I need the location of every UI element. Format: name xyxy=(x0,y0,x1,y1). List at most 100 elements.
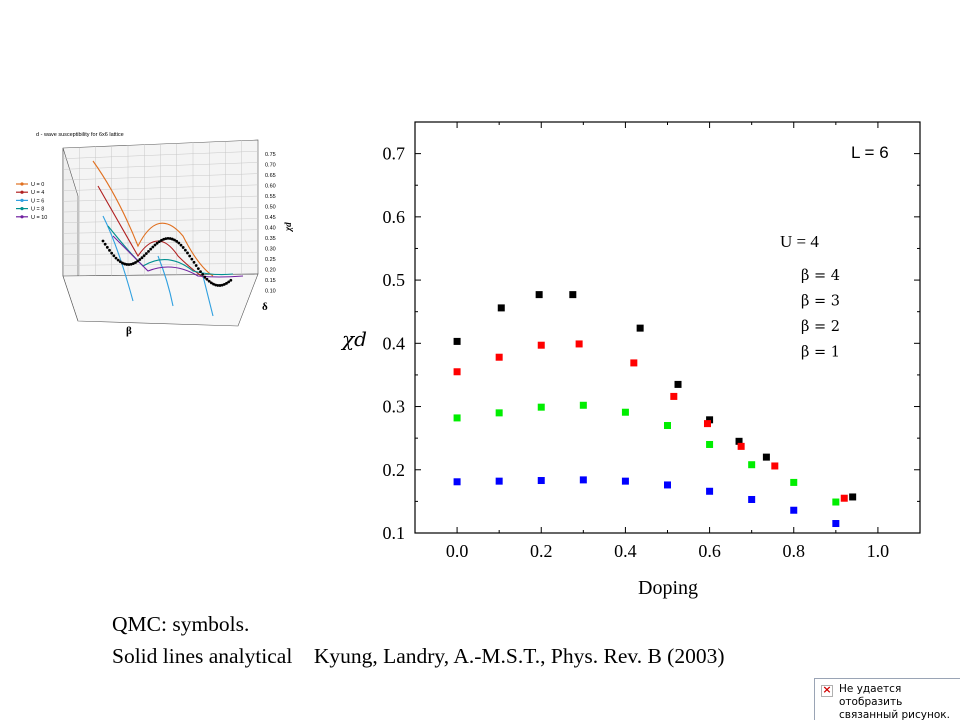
inset-legend-entry: U = 0 xyxy=(31,182,44,188)
inset-data-dot xyxy=(212,282,215,286)
data-point-series-2 xyxy=(621,408,629,416)
data-point-series-1 xyxy=(453,368,461,376)
inset-data-dot xyxy=(110,251,114,255)
x-tick-label: 0.4 xyxy=(614,541,637,561)
inset-legend: U = 0 U = 4 U = 6 U = 8 U = 10 xyxy=(16,182,47,221)
inset-data-dot xyxy=(151,245,155,249)
data-point-series-3 xyxy=(453,478,461,486)
inset-data-dot xyxy=(205,277,209,281)
inset-data-dot xyxy=(181,246,185,249)
inset-data-dot xyxy=(220,283,224,287)
inset-data-dot xyxy=(125,263,129,266)
inset-data-dot xyxy=(144,252,148,255)
data-points xyxy=(453,291,857,528)
inset-data-dot xyxy=(114,256,118,260)
inset-data-dot xyxy=(179,243,183,247)
data-point-series-2 xyxy=(453,414,461,422)
inset-data-dot xyxy=(116,258,120,262)
inset-data-dot xyxy=(101,239,105,243)
legend-entry: β = 1 xyxy=(801,345,840,361)
inset-data-dot xyxy=(121,261,124,265)
inset-x-label: β xyxy=(126,325,132,337)
x-tick-label: 0.6 xyxy=(698,541,721,561)
inset-data-dot xyxy=(190,257,194,261)
data-point-series-1 xyxy=(575,340,583,348)
inset-data-dot xyxy=(136,259,140,263)
inset-z-tick-label: 0.70 xyxy=(265,163,276,169)
inset-data-dot xyxy=(170,237,174,241)
inset-grid-line xyxy=(62,207,259,213)
data-point-series-1 xyxy=(771,462,779,470)
inset-data-dot xyxy=(173,238,176,242)
legend: β = 4 β = 3 β = 2 β = 1 xyxy=(801,268,840,361)
inset-z-tick-label: 0.20 xyxy=(265,268,276,274)
legend-entry: β = 2 xyxy=(801,319,840,335)
inset-data-dot xyxy=(142,254,146,258)
data-point-series-3 xyxy=(579,476,587,484)
data-point-series-2 xyxy=(495,409,503,417)
y-axis-label: χd xyxy=(340,327,367,351)
inset-data-dot xyxy=(214,283,218,287)
inset-z-tick-label: 0.55 xyxy=(265,194,276,200)
data-point-series-3 xyxy=(495,477,503,485)
data-point-series-0 xyxy=(674,380,682,388)
data-point-series-2 xyxy=(748,461,756,469)
data-point-series-0 xyxy=(497,304,505,312)
data-point-series-1 xyxy=(495,353,503,361)
y-tick-label: 0.2 xyxy=(383,460,406,480)
data-point-series-1 xyxy=(840,494,848,502)
chart-annotation: U = 4 xyxy=(780,232,819,251)
data-point-series-1 xyxy=(703,420,711,428)
inset-data-dot xyxy=(162,237,166,241)
inset-z-tick-label: 0.40 xyxy=(265,226,276,232)
caption-line-1: QMC: symbols. xyxy=(112,612,250,636)
x-axis-label: Doping xyxy=(638,577,698,599)
inset-data-dot xyxy=(118,260,122,264)
y-ticks: 0.1 0.2 0.3 0.4 0.5 0.6 0.7 xyxy=(383,144,920,543)
data-point-series-1 xyxy=(630,359,638,367)
inset-grid-line xyxy=(62,184,259,191)
legend-entry: β = 4 xyxy=(801,268,840,284)
inset-legend-marker xyxy=(20,198,24,202)
x-tick-label: 1.0 xyxy=(867,541,890,561)
data-point-series-3 xyxy=(537,477,545,485)
data-point-series-2 xyxy=(790,478,798,486)
inset-data-dot xyxy=(105,245,109,249)
caption-line-2: Solid lines analytical Kyung, Landry, A.… xyxy=(112,644,725,668)
inset-curve xyxy=(107,225,234,276)
inset-data-dot xyxy=(188,254,192,258)
inset-z-tick-label: 0.30 xyxy=(265,247,276,253)
y-tick-label: 0.6 xyxy=(383,207,406,227)
inset-data-dot xyxy=(218,284,222,287)
inset-z-tick-label: 0.75 xyxy=(265,152,276,158)
inset-grid-line xyxy=(62,173,259,181)
inset-data-dot xyxy=(194,264,198,267)
inset-back-wall xyxy=(62,139,259,327)
inset-data-dot xyxy=(177,241,181,245)
inset-z-tick-label: 0.25 xyxy=(265,257,276,263)
x-ticks: 0.0 0.2 0.4 0.6 0.8 1.0 xyxy=(446,122,889,561)
inset-grid-line xyxy=(62,195,259,202)
inset-data-dot xyxy=(157,240,161,244)
inset-3d-plot: d - wave susceptibility for 6x6 lattice … xyxy=(16,132,293,337)
inset-data-dot xyxy=(166,237,170,240)
inset-data-dot xyxy=(196,267,200,271)
data-point-series-2 xyxy=(706,440,714,448)
y-tick-label: 0.3 xyxy=(383,397,406,417)
data-point-series-3 xyxy=(621,477,629,485)
data-point-series-2 xyxy=(579,401,587,409)
inset-grid-line xyxy=(62,240,259,245)
inset-z-tick-label: 0.60 xyxy=(265,184,276,190)
data-point-series-3 xyxy=(790,506,798,514)
data-point-series-3 xyxy=(832,520,840,528)
inset-data-dot xyxy=(207,279,211,283)
legend-entry: β = 3 xyxy=(801,294,840,310)
data-point-series-0 xyxy=(535,291,543,299)
x-tick-label: 0.2 xyxy=(530,541,553,561)
data-point-series-2 xyxy=(832,498,840,506)
data-point-series-2 xyxy=(664,422,671,430)
inset-data-dot xyxy=(201,273,205,276)
plot-border xyxy=(414,121,921,534)
y-tick-label: 0.7 xyxy=(383,144,406,164)
inset-data-dot xyxy=(123,262,127,266)
